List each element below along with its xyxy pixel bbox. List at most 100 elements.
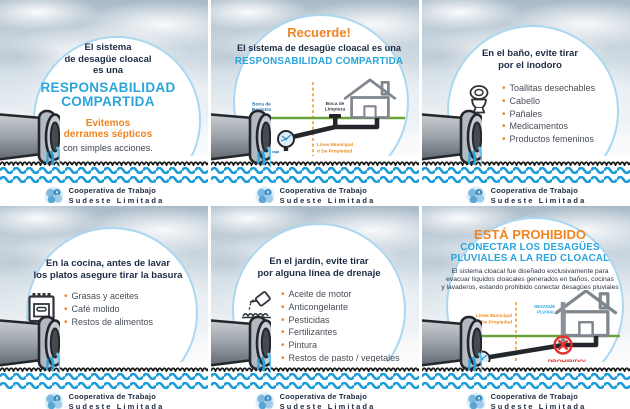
blue-wave-line (211, 167, 419, 174)
oil-can-icon (242, 291, 271, 319)
coop-logo-text: Cooperativa de Trabajo Sudeste Limitada (491, 186, 587, 203)
list-item: Grasas y aceites (64, 291, 153, 302)
highlight-line: CONECTAR LOS DESAGÜES (460, 242, 600, 253)
closing-line: con simples acciones. (63, 142, 153, 153)
list-item: Pintura (281, 341, 400, 351)
water-footer: Cooperativa de Trabajo Sudeste Limitada (422, 156, 630, 203)
logo-line-1: Cooperativa de Trabajo (279, 186, 367, 195)
boca-limpieza-icon (329, 114, 341, 118)
logo-line-1: Cooperativa de Trabajo (490, 392, 578, 401)
black-wave-line (211, 159, 419, 166)
logo-line-2: Sudeste Limitada (490, 402, 587, 409)
list-item: Toallitas desechables (502, 83, 596, 94)
coop-logo-icon (255, 392, 275, 409)
label-linea-municipal: ó De Propiedad (317, 149, 352, 155)
sewer-pipe-icon (0, 315, 60, 374)
logo-line-1: Cooperativa de Trabajo (68, 392, 156, 401)
label-boca-limpieza: Limpieza (325, 107, 346, 113)
sewer-pipe-icon (422, 315, 482, 374)
house-icon (343, 78, 397, 119)
label-linea-municipal: Línea Municipal (317, 142, 353, 148)
intro-line: El sistema de desagüe cloacal es una (237, 43, 401, 53)
water-footer: Cooperativa de Trabajo Sudeste Limitada (211, 362, 419, 409)
logo-line-1: Cooperativa de Trabajo (68, 186, 156, 195)
panel-3-list: Toallitas desechables Cabello Pañales Me… (466, 83, 596, 148)
panel-prohibido-pluviales: ESTÁ PROHIBIDO CONECTAR LOS DESAGÜES PLU… (422, 206, 630, 409)
black-wave-line (0, 365, 208, 372)
panel-5-list: Aceite de motor Anticongelante Pesticida… (241, 289, 400, 367)
black-wave-line (422, 159, 630, 166)
sewer-pipe-icon (422, 109, 482, 168)
black-wave-line (0, 159, 208, 166)
coop-logo: Cooperativa de Trabajo Sudeste Limitada (211, 186, 419, 203)
prohibited-x-icon (553, 335, 573, 355)
waves-graphic (422, 362, 630, 389)
toilet-icon (469, 85, 489, 114)
logo-line-1: Cooperativa de Trabajo (490, 186, 578, 195)
callout-line: Evitemos (85, 117, 131, 129)
intro-line: El sistema (84, 42, 132, 53)
panel-jardin: En el jardín, evite tirar por alguna lín… (211, 206, 419, 409)
blue-wave-line (422, 373, 630, 380)
logo-line-2: Sudeste Limitada (68, 196, 165, 203)
panel-5-title: En el jardín, evite tirar por alguna lín… (219, 256, 419, 279)
logo-line-1: Cooperativa de Trabajo (279, 392, 367, 401)
panel-6-text: ESTÁ PROHIBIDO CONECTAR LOS DESAGÜES PLU… (430, 228, 630, 293)
body-line: y lavaderos, estando prohibido conectar … (441, 284, 619, 292)
coop-logo-icon (44, 392, 64, 409)
waves-graphic (422, 156, 630, 183)
panel-bano: En el baño, evite tirar por el inodoro T… (422, 0, 630, 203)
highlight-line: COMPARTIDA (61, 94, 155, 109)
coop-logo-icon (255, 186, 275, 203)
title-line: En la cocina, antes de lavar (45, 258, 171, 269)
blue-wave-line (0, 381, 208, 389)
boca-limpieza-stem (333, 118, 338, 128)
list-item: Aceite de motor (281, 289, 400, 300)
panel-cocina: En la cocina, antes de lavar los platos … (0, 206, 208, 409)
heading: ESTÁ PROHIBIDO (474, 227, 586, 242)
title-line: por alguna línea de drenaje (257, 267, 381, 279)
sewer-line (483, 336, 599, 361)
panel-3-title: En el baño, evite tirar por el inodoro (430, 48, 630, 71)
coop-logo: Cooperativa de Trabajo Sudeste Limitada (0, 392, 208, 409)
sewer-pipe-icon (211, 109, 271, 168)
intro-line: de desagüe cloacal (64, 53, 152, 65)
list-item: Productos femeninos (502, 135, 595, 145)
highlight-line: PLUVIALES A LA RED CLOACAL (450, 253, 610, 264)
highlight-line: RESPONSABILIDAD COMPARTIDA (234, 56, 404, 67)
panel-responsabilidad-compartida: El sistema de desagüe cloacal es una RES… (0, 0, 208, 203)
list-item: Restos de pasto / vegetales (281, 353, 400, 364)
blue-wave-line (211, 373, 419, 380)
avoid-items-list: Grasas y aceites Café molido Restos de a… (64, 291, 154, 330)
blue-wave-line (0, 175, 208, 183)
coop-logo-text: Cooperativa de Trabajo Sudeste Limitada (69, 392, 165, 409)
sewer-pipe-icon (0, 109, 60, 168)
blue-wave-line (422, 167, 630, 174)
waves-graphic (211, 362, 419, 389)
sewer-pipe-icon (211, 315, 271, 374)
blue-wave-line (422, 175, 630, 183)
sewer-line (287, 118, 380, 141)
coop-logo: Cooperativa de Trabajo Sudeste Limitada (0, 186, 208, 203)
callout-line: derrames sépticos (63, 129, 153, 140)
panel-4-title: En la cocina, antes de lavar los platos … (8, 258, 208, 281)
avoid-items-list: Aceite de motor Anticongelante Pesticida… (281, 289, 400, 367)
intro-line: es una (92, 65, 124, 76)
blue-wave-line (422, 381, 630, 389)
water-footer: Cooperativa de Trabajo Sudeste Limitada (422, 362, 630, 409)
coop-logo-icon (44, 186, 64, 203)
waves-graphic (211, 156, 419, 183)
list-item: Café molido (64, 304, 153, 315)
title-line: En el jardín, evite tirar (269, 256, 369, 267)
black-wave-line (422, 365, 630, 372)
inspection-gauge-icon (277, 130, 295, 152)
panel-1-text: El sistema de desagüe cloacal es una RES… (8, 42, 208, 154)
coop-logo: Cooperativa de Trabajo Sudeste Limitada (422, 392, 630, 409)
house-icon (554, 290, 618, 338)
label-boca-registro: Boca de (252, 102, 271, 108)
body-line: El sistema cloacal fue diseñado exclusiv… (451, 268, 609, 275)
list-item: Pesticidas (281, 315, 400, 326)
coop-logo: Cooperativa de Trabajo Sudeste Limitada (211, 392, 419, 409)
list-item: Medicamentos (502, 122, 595, 132)
